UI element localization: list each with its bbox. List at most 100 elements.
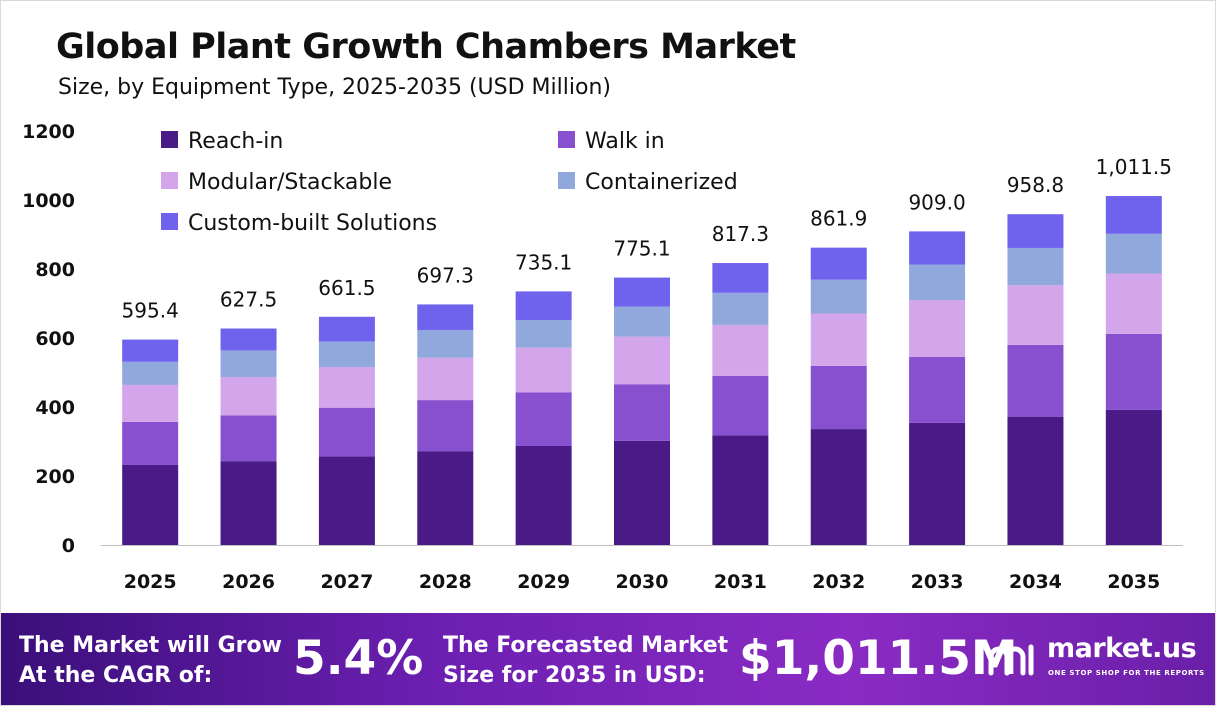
forecast-label-line2: Size for 2035 in USD: [443,663,706,688]
bar-segment [810,247,867,280]
bar-segment [220,350,277,377]
forecast-value: $1,011.5M [739,631,1018,686]
bar-segment [909,300,966,357]
bar-segment [318,456,375,545]
bar-segment [614,440,670,545]
x-tick-label: 2030 [616,571,669,593]
bar-segment [614,306,670,337]
bar-segment [318,366,375,408]
total-data-label: 958.8 [1007,173,1064,197]
brand-name[interactable]: market.us [1047,633,1197,664]
legend-label: Walk in [585,129,665,154]
legend-swatch [558,172,575,189]
legend-swatch [161,131,178,148]
x-tick-label: 2029 [517,571,570,593]
market-us-logo-icon [988,644,1034,676]
x-tick-label: 2032 [812,571,865,593]
legend-label: Reach-in [188,129,283,154]
bar-segment [712,375,769,436]
legend-swatch [161,172,178,189]
bar-segment [1105,273,1162,334]
total-data-label: 909.0 [908,190,965,214]
footer-banner: The Market will Grow At the CAGR of: 5.4… [1,613,1215,705]
bar-segment [417,357,474,401]
bar-segment [515,347,572,393]
x-tick-label: 2026 [222,571,275,593]
bar-segment [909,264,966,301]
bar-segment [515,445,572,545]
x-tick-label: 2028 [419,571,472,593]
y-tick-label: 1200 [22,121,75,143]
bar-segment [1007,416,1064,545]
legend-swatch [558,131,575,148]
total-data-label: 861.9 [810,207,867,231]
legend-label: Containerized [585,170,738,195]
legend-swatch [161,213,178,230]
x-tick-label: 2034 [1009,571,1062,593]
bar-segment [712,263,769,293]
bar-segment [220,461,277,545]
bar-segment [122,384,179,422]
total-data-label: 817.3 [712,222,769,246]
y-tick-label: 1000 [22,190,75,212]
bar-segment [909,356,966,423]
bar-segment [1105,233,1162,274]
bar-segment [614,336,670,385]
bar-segment [810,313,867,366]
y-tick-label: 800 [35,259,75,281]
brand-tagline: ONE STOP SHOP FOR THE REPORTS [1048,669,1205,677]
total-data-label: 735.1 [515,250,572,274]
bar-segment [417,400,474,452]
bar-segment [220,415,277,462]
bar-segment [712,435,769,545]
bar-segment [810,279,867,314]
bar-segment [1105,333,1162,410]
cagr-label-line2: At the CAGR of: [19,663,213,688]
x-tick-label: 2027 [320,571,373,593]
stacked-bar-chart: 0 200 400 600 800 1000 1200 595.4 2025 627.5 2026 6… [22,121,1183,593]
bar-segment [515,392,572,446]
y-tick-label: 0 [62,535,75,557]
bar-segment [810,365,867,430]
total-data-label: 1,011.5 [1096,155,1172,179]
bar-segment [909,231,966,265]
bar-segment [1007,344,1064,417]
bar-segment [712,324,769,376]
x-tick-label: 2035 [1107,571,1160,593]
y-tick-label: 600 [35,328,75,350]
cagr-value: 5.4% [293,631,424,686]
bar-segment [122,464,179,545]
total-data-label: 775.1 [613,237,670,261]
bar-segment [1105,196,1162,234]
bar-segment [318,316,375,342]
forecast-label: The Forecasted Market Size for 2035 in U… [443,631,728,691]
x-tick-label: 2031 [714,571,767,593]
bar-segment [417,451,474,545]
total-data-label: 595.4 [122,299,179,323]
bar-segment [1007,247,1064,286]
forecast-label-line1: The Forecasted Market [443,633,729,658]
bar-segment [122,421,179,465]
x-tick-label: 2025 [124,571,177,593]
x-tick-label: 2033 [911,571,964,593]
bar-segment [122,339,179,362]
y-tick-label: 200 [35,466,75,488]
bar-segment [515,291,572,321]
chart-title: Global Plant Growth Chambers Market [56,27,796,67]
chart-subtitle: Size, by Equipment Type, 2025-2035 (USD … [58,75,611,100]
legend-label: Custom-built Solutions [188,211,437,236]
bar-segment [220,328,277,351]
cagr-label: The Market will Grow At the CAGR of: [19,631,282,691]
bar-segment [614,277,670,307]
bar-segment [417,304,474,331]
bar-segment [417,330,474,358]
cagr-label-line1: The Market will Grow [19,633,282,658]
bar-segment [318,341,375,367]
y-tick-label: 400 [35,397,75,419]
bar-segment [810,429,867,545]
total-data-label: 661.5 [318,276,375,300]
bar-segment [1105,409,1162,545]
bar-segment [515,320,572,348]
bar-segment [318,407,375,457]
